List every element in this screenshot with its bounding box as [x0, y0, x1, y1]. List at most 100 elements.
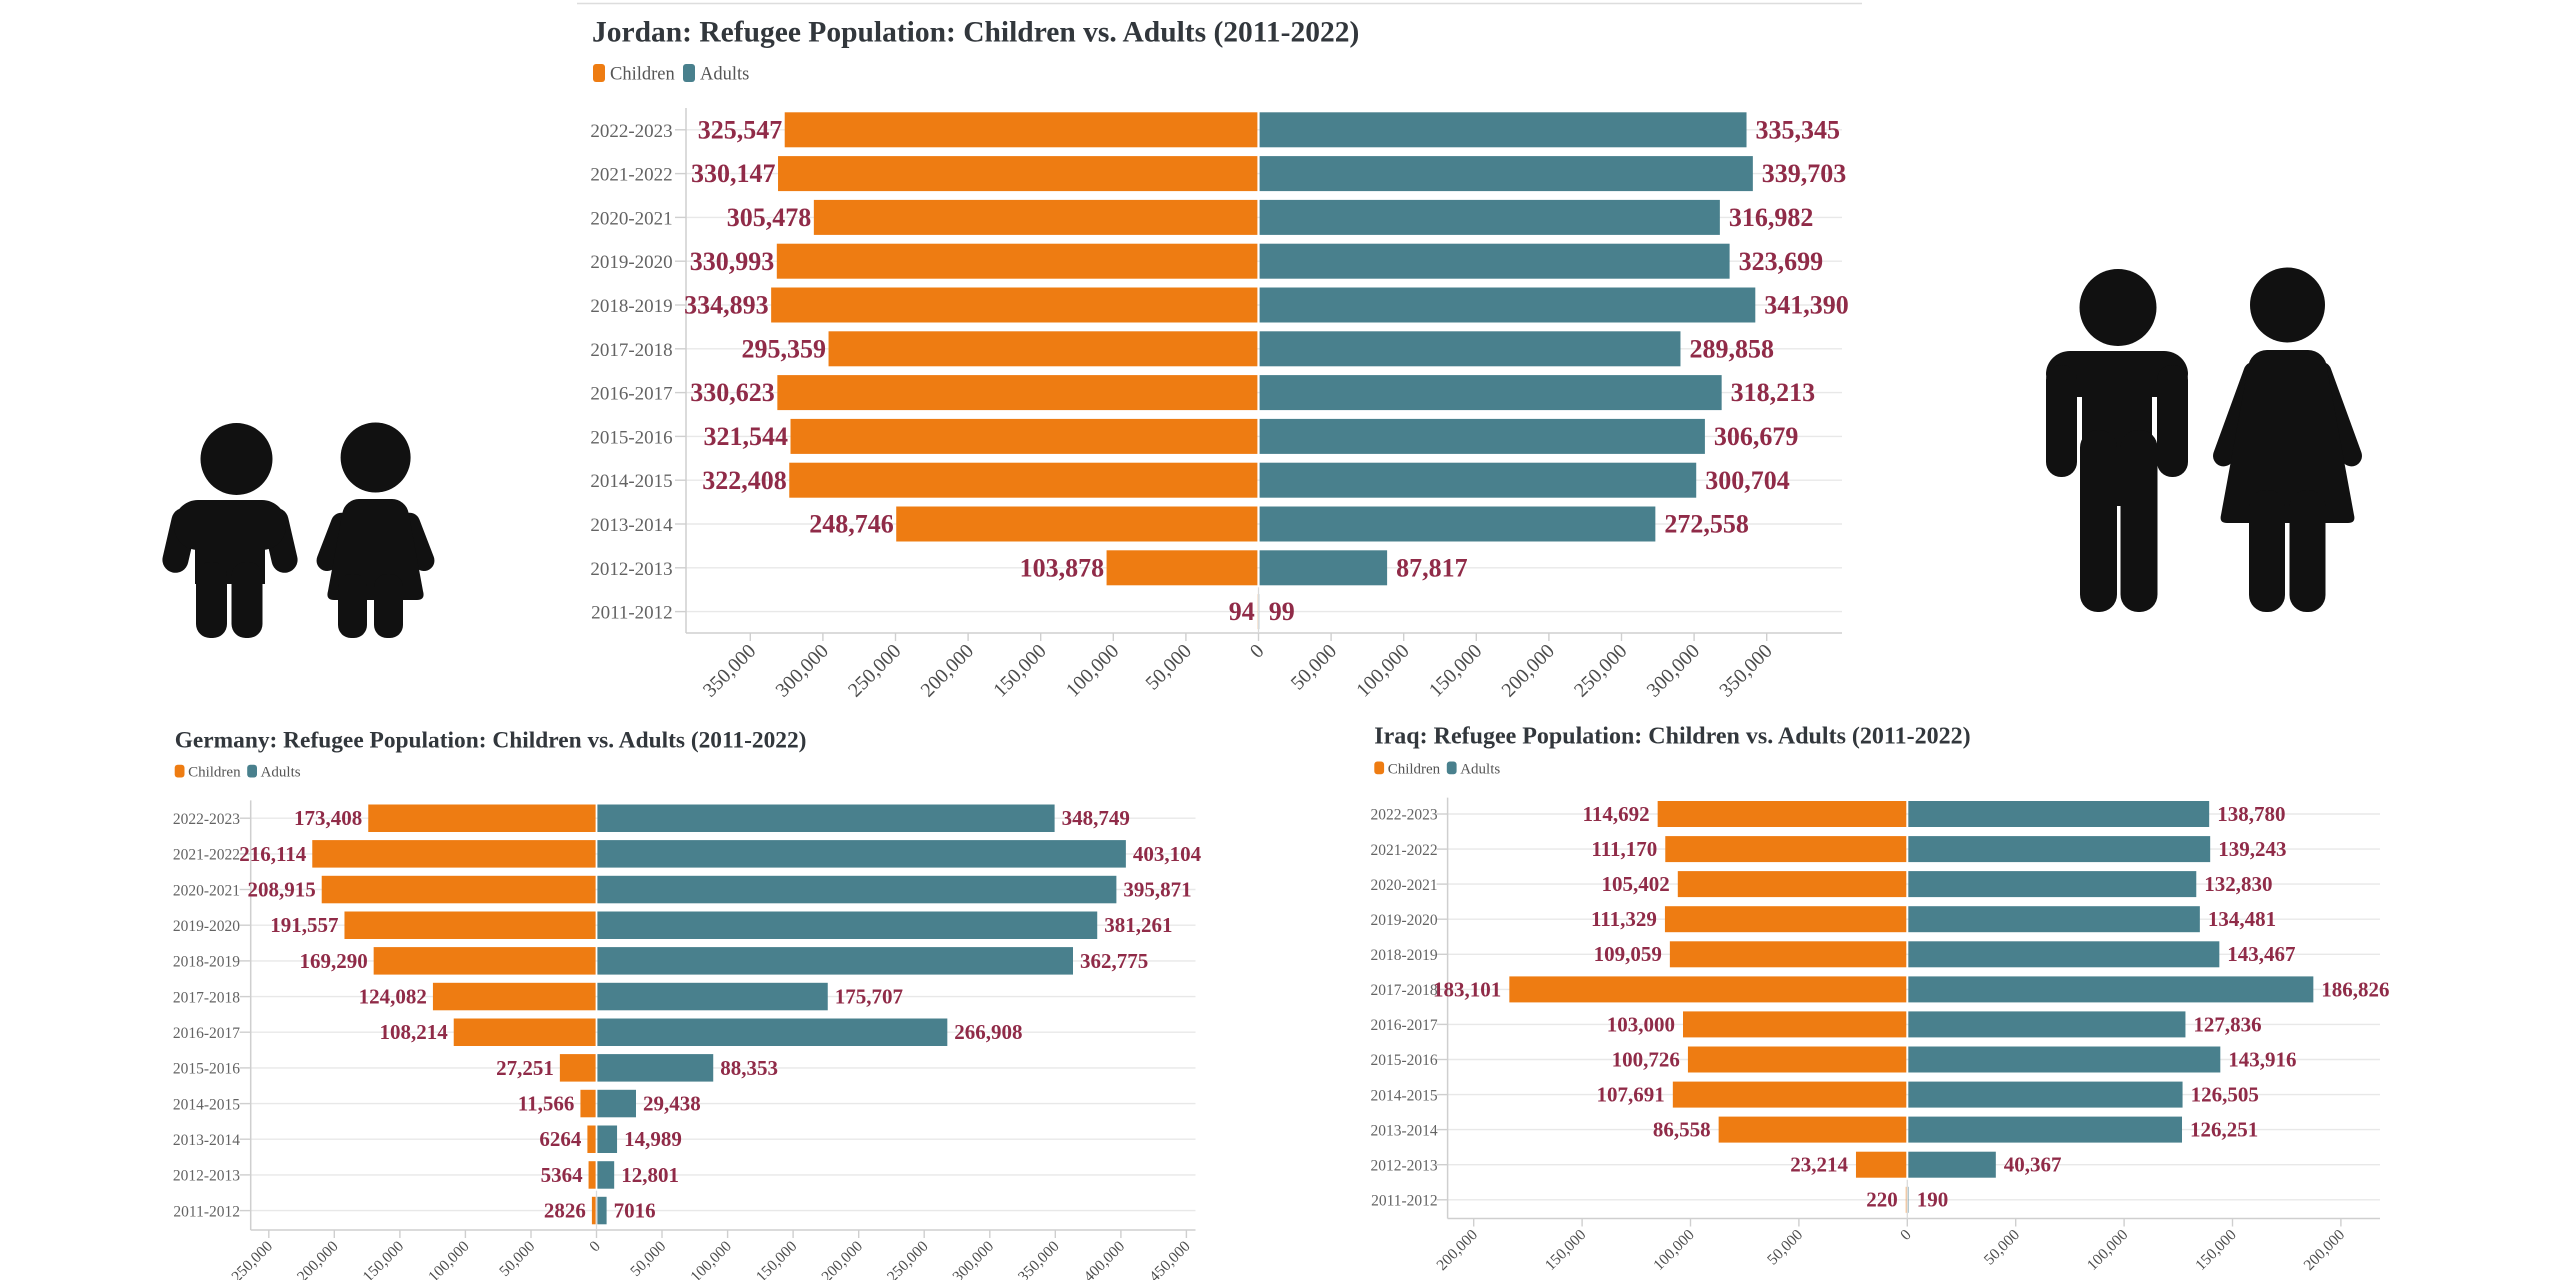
svg-text:300,704: 300,704 [1705, 466, 1790, 495]
svg-text:103,000: 103,000 [1607, 1012, 1675, 1036]
svg-text:395,871: 395,871 [1123, 878, 1191, 902]
svg-text:2017-2018: 2017-2018 [1371, 982, 1438, 999]
svg-text:289,858: 289,858 [1690, 334, 1775, 363]
svg-text:86,558: 86,558 [1653, 1118, 1711, 1142]
svg-text:190: 190 [1917, 1188, 1949, 1212]
svg-text:348,749: 348,749 [1062, 806, 1130, 830]
svg-text:403,104: 403,104 [1133, 842, 1202, 866]
svg-text:107,691: 107,691 [1597, 1083, 1665, 1107]
svg-text:335,345: 335,345 [1756, 115, 1841, 144]
svg-text:183,101: 183,101 [1433, 977, 1501, 1001]
svg-text:2021-2022: 2021-2022 [1371, 842, 1438, 859]
svg-text:2013-2014: 2013-2014 [590, 515, 673, 536]
svg-text:2022-2023: 2022-2023 [173, 811, 240, 828]
svg-text:186,826: 186,826 [2321, 977, 2389, 1001]
svg-text:87,817: 87,817 [1396, 553, 1468, 582]
svg-text:6264: 6264 [539, 1127, 582, 1151]
svg-text:175,707: 175,707 [835, 985, 903, 1009]
svg-text:Germany: Refugee Population: C: Germany: Refugee Population: Children vs… [175, 728, 807, 754]
svg-text:339,703: 339,703 [1762, 159, 1847, 188]
svg-text:323,699: 323,699 [1739, 247, 1824, 276]
svg-text:2019-2020: 2019-2020 [173, 918, 240, 935]
svg-text:334,893: 334,893 [684, 291, 769, 320]
svg-text:126,251: 126,251 [2190, 1118, 2258, 1142]
svg-text:2012-2013: 2012-2013 [1371, 1157, 1438, 1174]
svg-text:111,170: 111,170 [1591, 837, 1657, 861]
svg-text:2014-2015: 2014-2015 [1371, 1087, 1438, 1104]
svg-text:94: 94 [1229, 597, 1255, 626]
svg-text:341,390: 341,390 [1764, 291, 1849, 320]
svg-text:105,402: 105,402 [1602, 872, 1670, 896]
svg-text:Adults: Adults [700, 65, 749, 85]
svg-text:27,251: 27,251 [496, 1056, 554, 1080]
svg-text:272,558: 272,558 [1664, 510, 1749, 539]
svg-text:2011-2012: 2011-2012 [173, 1203, 240, 1220]
svg-text:295,359: 295,359 [742, 334, 827, 363]
svg-text:11,566: 11,566 [518, 1092, 575, 1116]
svg-text:2012-2013: 2012-2013 [173, 1168, 240, 1185]
svg-text:Adults: Adults [261, 765, 301, 781]
svg-text:14,989: 14,989 [624, 1127, 682, 1151]
svg-text:2020-2021: 2020-2021 [173, 882, 240, 899]
svg-text:114,692: 114,692 [1583, 802, 1650, 826]
svg-text:29,438: 29,438 [643, 1092, 701, 1116]
svg-text:132,830: 132,830 [2204, 872, 2272, 896]
svg-text:108,214: 108,214 [379, 1020, 448, 1044]
svg-text:124,082: 124,082 [359, 985, 427, 1009]
svg-text:208,915: 208,915 [247, 878, 315, 902]
svg-text:127,836: 127,836 [2193, 1012, 2261, 1036]
svg-text:2017-2018: 2017-2018 [173, 989, 240, 1006]
svg-text:2014-2015: 2014-2015 [590, 471, 672, 492]
svg-text:2826: 2826 [544, 1199, 586, 1223]
svg-text:169,290: 169,290 [299, 949, 367, 973]
svg-text:2015-2016: 2015-2016 [1371, 1052, 1438, 1069]
svg-text:Adults: Adults [1460, 761, 1500, 777]
svg-text:Children: Children [1388, 761, 1441, 777]
svg-text:12,801: 12,801 [621, 1163, 679, 1187]
svg-text:173,408: 173,408 [294, 806, 362, 830]
svg-text:40,367: 40,367 [2004, 1153, 2062, 1177]
svg-text:305,478: 305,478 [727, 203, 812, 232]
svg-text:Jordan: Refugee Population: Ch: Jordan: Refugee Population: Children vs.… [592, 17, 1359, 49]
svg-text:Children: Children [610, 65, 675, 85]
svg-text:2013-2014: 2013-2014 [1371, 1122, 1438, 1139]
svg-text:2018-2019: 2018-2019 [590, 296, 672, 317]
svg-text:2020-2021: 2020-2021 [1371, 877, 1438, 894]
svg-text:126,505: 126,505 [2191, 1083, 2259, 1107]
svg-text:103,878: 103,878 [1020, 553, 1105, 582]
svg-text:2021-2022: 2021-2022 [590, 165, 672, 186]
svg-text:134,481: 134,481 [2208, 907, 2276, 931]
svg-text:2016-2017: 2016-2017 [590, 384, 672, 405]
svg-text:2015-2016: 2015-2016 [590, 427, 672, 448]
svg-text:88,353: 88,353 [720, 1056, 778, 1080]
svg-text:306,679: 306,679 [1714, 422, 1799, 451]
svg-text:Children: Children [188, 765, 241, 781]
svg-text:191,557: 191,557 [270, 913, 338, 937]
svg-text:2011-2012: 2011-2012 [1371, 1193, 1438, 1210]
svg-text:318,213: 318,213 [1731, 378, 1816, 407]
svg-text:2016-2017: 2016-2017 [173, 1025, 240, 1042]
svg-text:100,726: 100,726 [1612, 1047, 1680, 1071]
svg-text:23,214: 23,214 [1790, 1153, 1848, 1177]
svg-text:321,544: 321,544 [704, 422, 789, 451]
svg-text:362,775: 362,775 [1080, 949, 1148, 973]
svg-text:330,147: 330,147 [691, 159, 776, 188]
svg-text:248,746: 248,746 [809, 510, 894, 539]
svg-text:2020-2021: 2020-2021 [590, 208, 672, 229]
svg-text:143,467: 143,467 [2227, 942, 2295, 966]
svg-text:322,408: 322,408 [702, 466, 787, 495]
svg-text:2016-2017: 2016-2017 [1371, 1017, 1438, 1034]
svg-text:2017-2018: 2017-2018 [590, 340, 672, 361]
svg-text:266,908: 266,908 [954, 1020, 1022, 1044]
svg-text:2013-2014: 2013-2014 [173, 1132, 240, 1149]
svg-text:2014-2015: 2014-2015 [173, 1096, 240, 1113]
svg-text:2021-2022: 2021-2022 [173, 847, 240, 864]
svg-text:330,623: 330,623 [690, 378, 775, 407]
svg-text:2018-2019: 2018-2019 [1371, 947, 1438, 964]
svg-text:2012-2013: 2012-2013 [590, 559, 672, 580]
svg-text:138,780: 138,780 [2217, 802, 2285, 826]
svg-text:2022-2023: 2022-2023 [1371, 807, 1438, 824]
svg-text:111,329: 111,329 [1591, 907, 1657, 931]
svg-text:325,547: 325,547 [698, 115, 783, 144]
svg-text:Iraq: Refugee Population: Chil: Iraq: Refugee Population: Children vs. A… [1374, 724, 1970, 750]
